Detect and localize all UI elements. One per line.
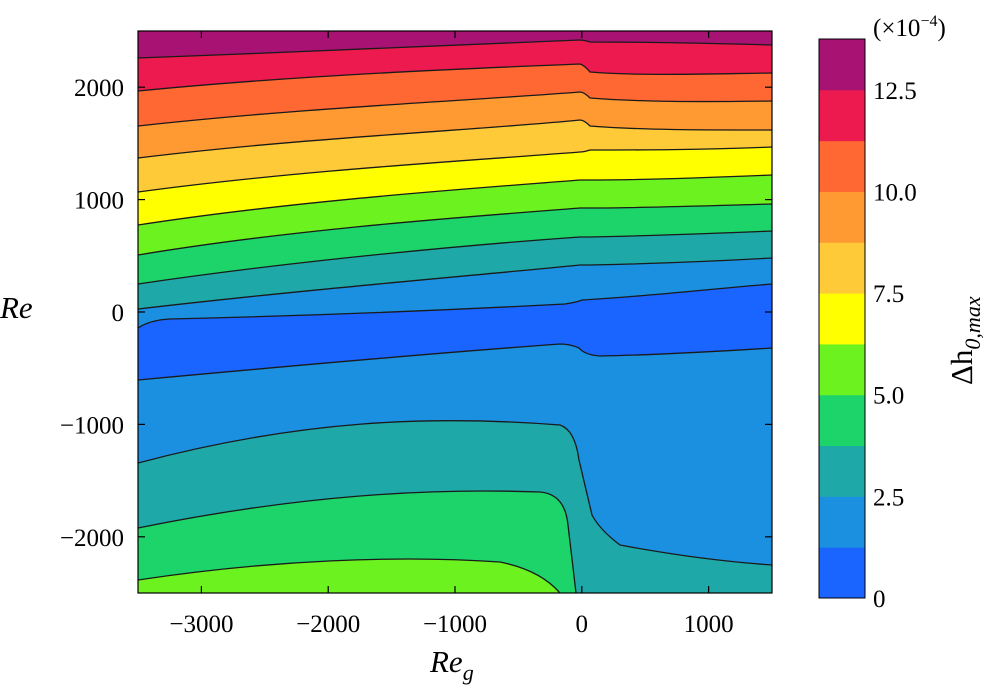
contour-line — [138, 203, 772, 256]
x-tick-label: 0 — [576, 611, 589, 638]
colorbar-swatch — [819, 547, 865, 599]
contour-line — [138, 283, 772, 329]
band-orange-red — [138, 64, 772, 126]
colorbar-swatch — [819, 242, 865, 294]
contour-line — [138, 490, 577, 593]
band-green-yellow — [138, 175, 772, 255]
colorbar-swatch — [819, 191, 865, 243]
y-tick-label: 0 — [112, 300, 125, 327]
colorbar-title: Δh0,max — [944, 296, 985, 385]
contour-line — [138, 39, 772, 59]
colorbar-swatch — [819, 140, 865, 192]
band-crimson — [138, 40, 772, 91]
colorbar-tick-label: 2.5 — [873, 484, 904, 511]
colorbar-tick-label: 10.0 — [873, 179, 917, 206]
colorbar-swatch — [819, 343, 865, 396]
x-tick-label: 1000 — [684, 611, 734, 638]
y-tick-label: 2000 — [74, 75, 124, 102]
band-teal — [138, 231, 772, 309]
colorbar-swatch — [819, 496, 865, 548]
x-tick-label: −2000 — [296, 611, 360, 638]
colorbar-swatch — [819, 89, 865, 142]
y-axis-title: Re — [0, 290, 33, 325]
band-blue-upper — [138, 258, 772, 328]
contour-line — [138, 174, 772, 226]
x-tick-label: −1000 — [423, 611, 487, 638]
y-axis-ticks: −2000 −1000 0 1000 2000 — [60, 75, 772, 552]
contour-line — [138, 343, 772, 381]
colorbar-swatch — [819, 39, 865, 91]
contour-line — [138, 146, 772, 193]
colorbar-tick-label: 12.5 — [873, 78, 917, 105]
x-tick-label: −3000 — [169, 611, 233, 638]
contour-line — [138, 63, 772, 92]
y-tick-label: −1000 — [60, 412, 124, 439]
colorbar-tick-label: 5.0 — [873, 383, 904, 410]
contour-line — [138, 257, 772, 310]
colorbar-tick-label: 7.5 — [873, 281, 904, 308]
contour-line — [138, 91, 772, 127]
colorbar-multiplier: (×10−4) — [873, 13, 946, 42]
colorbar-swatch — [819, 293, 865, 345]
colorbar-swatch — [819, 394, 865, 447]
contour-line — [138, 119, 772, 159]
colorbar-swatch — [819, 445, 865, 497]
colorbar — [819, 39, 865, 599]
contour-lines — [138, 39, 772, 593]
colorbar-ticks: 0 2.5 5.0 7.5 10.0 12.5 — [873, 78, 917, 613]
band-yellow — [138, 147, 772, 225]
y-tick-label: −2000 — [60, 525, 124, 552]
colorbar-frame — [818, 38, 866, 599]
y-tick-label: 1000 — [74, 188, 124, 215]
band-green — [138, 204, 772, 284]
contour-line — [138, 558, 561, 593]
contour-line — [138, 230, 772, 285]
contour-filled-bands — [138, 31, 772, 593]
x-axis-ticks: −3000 −2000 −1000 0 1000 — [169, 31, 734, 638]
contour-line — [138, 419, 772, 566]
x-axis-title: Reg — [429, 644, 474, 685]
colorbar-tick-label: 0 — [873, 586, 886, 613]
band-blue-lowest — [138, 284, 772, 380]
